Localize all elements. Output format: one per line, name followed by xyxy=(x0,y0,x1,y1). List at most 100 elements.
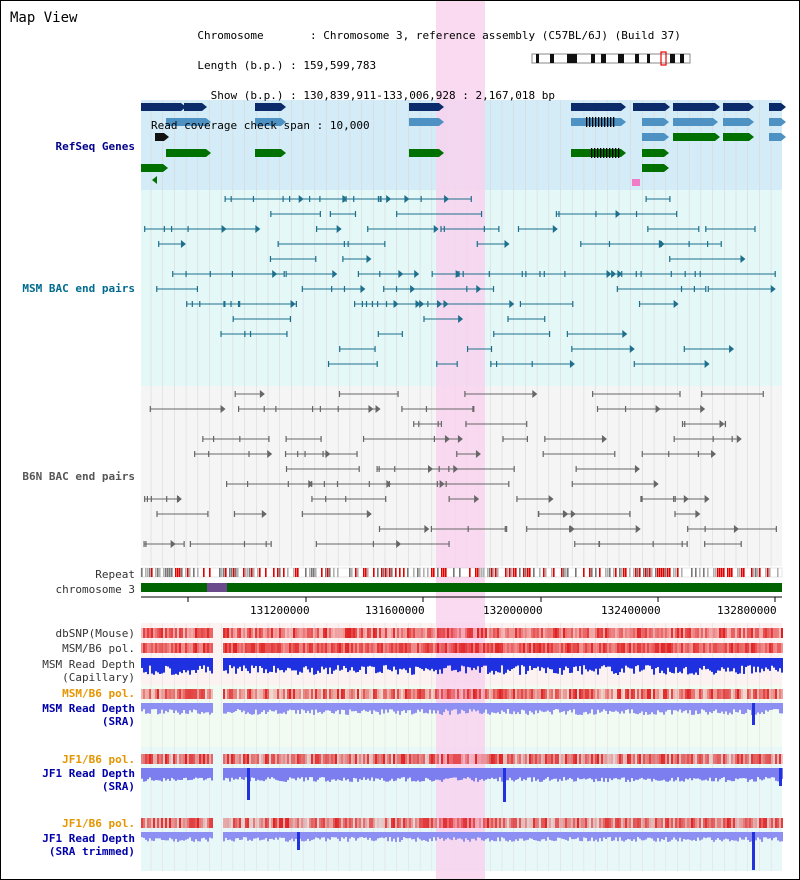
polymorphism-mark xyxy=(283,689,285,699)
polymorphism-mark xyxy=(167,818,169,828)
read-depth-bar xyxy=(173,768,175,780)
polymorphism-mark xyxy=(367,643,369,653)
polymorphism-mark xyxy=(365,818,367,828)
read-depth-bar xyxy=(751,658,753,674)
polymorphism-mark xyxy=(585,754,587,764)
polymorphism-mark xyxy=(667,818,669,828)
polymorphism-mark xyxy=(507,628,509,638)
polymorphism-mark xyxy=(531,689,533,699)
polymorphism-mark xyxy=(471,689,473,699)
polymorphism-mark xyxy=(743,628,745,638)
polymorphism-mark xyxy=(207,689,209,699)
read-depth-bar xyxy=(205,703,207,713)
track-label-msm-bac[interactable]: MSM BAC end pairs xyxy=(22,282,135,295)
read-depth-bar xyxy=(495,768,497,779)
repeat-mark xyxy=(403,568,405,577)
polymorphism-mark xyxy=(601,818,603,828)
read-depth-spike xyxy=(779,768,782,786)
polymorphism-mark xyxy=(351,754,353,764)
polymorphism-mark xyxy=(203,628,205,638)
read-depth-bar xyxy=(501,832,503,838)
polymorphism-mark xyxy=(403,818,405,828)
polymorphism-mark xyxy=(179,818,181,828)
polymorphism-mark xyxy=(385,689,387,699)
polymorphism-mark xyxy=(225,643,227,653)
read-depth-bar xyxy=(275,768,277,780)
polymorphism-mark xyxy=(685,818,687,828)
polymorphism-mark xyxy=(593,754,595,764)
track-label-refseq[interactable]: RefSeq Genes xyxy=(55,140,135,153)
polymorphism-mark xyxy=(503,689,505,699)
read-depth-bar xyxy=(713,658,715,675)
polymorphism-mark xyxy=(565,754,567,764)
polymorphism-mark xyxy=(639,754,641,764)
polymorphism-mark xyxy=(159,818,161,828)
polymorphism-mark xyxy=(331,689,333,699)
read-depth-bar xyxy=(523,658,525,667)
polymorphism-mark xyxy=(143,818,145,828)
polymorphism-mark xyxy=(147,643,149,653)
polymorphism-mark xyxy=(723,818,725,828)
read-depth-bar xyxy=(669,658,671,672)
read-depth-bar xyxy=(575,703,577,715)
read-depth-bar xyxy=(479,768,481,780)
polymorphism-mark xyxy=(309,818,311,828)
track-label-b6n-bac[interactable]: B6N BAC end pairs xyxy=(22,470,135,483)
read-depth-bar xyxy=(431,768,433,782)
read-depth-bar xyxy=(421,832,423,841)
read-depth-bar xyxy=(423,832,425,840)
read-depth-bar xyxy=(663,768,665,780)
repeat-mark xyxy=(509,568,511,577)
read-depth-bar xyxy=(721,768,723,779)
polymorphism-mark xyxy=(561,754,563,764)
read-depth-bar xyxy=(367,658,369,667)
read-depth-bar xyxy=(561,703,563,712)
read-depth-bar xyxy=(677,658,679,673)
read-depth-bar xyxy=(151,703,153,710)
read-depth-bar xyxy=(159,768,161,781)
polymorphism-mark xyxy=(525,643,527,653)
polymorphism-mark xyxy=(777,628,779,638)
gene-block xyxy=(723,118,749,126)
read-depth-bar xyxy=(767,658,769,670)
polymorphism-mark xyxy=(393,818,395,828)
polymorphism-mark xyxy=(207,818,209,828)
read-depth-bar xyxy=(145,658,147,672)
read-depth-bar xyxy=(155,832,157,839)
repeat-mark xyxy=(719,568,721,577)
polymorphism-mark xyxy=(545,689,547,699)
polymorphism-mark xyxy=(275,818,277,828)
polymorphism-mark xyxy=(495,643,497,653)
repeat-mark xyxy=(265,568,267,577)
read-depth-bar xyxy=(719,768,721,780)
read-depth-bar xyxy=(651,703,653,713)
polymorphism-mark xyxy=(765,818,767,828)
polymorphism-mark xyxy=(223,643,225,653)
read-depth-bar xyxy=(631,703,633,710)
polymorphism-mark xyxy=(761,643,763,653)
track-label-jf1-depth-sra: JF1 Read Depth xyxy=(42,767,135,780)
read-depth-bar xyxy=(655,832,657,842)
polymorphism-mark xyxy=(599,689,601,699)
polymorphism-mark xyxy=(157,818,159,828)
polymorphism-mark xyxy=(523,628,525,638)
polymorphism-mark xyxy=(163,689,165,699)
polymorphism-mark xyxy=(705,754,707,764)
repeat-mark xyxy=(315,568,317,577)
track-label-msm-depth-cap-sub: (Capillary) xyxy=(62,671,135,684)
gene-arrow xyxy=(664,118,669,126)
polymorphism-mark xyxy=(293,628,295,638)
read-depth-bar xyxy=(577,658,579,671)
polymorphism-mark xyxy=(197,754,199,764)
polymorphism-mark xyxy=(363,754,365,764)
msm-bac-end xyxy=(509,300,515,308)
polymorphism-mark xyxy=(353,754,355,764)
read-depth-bar xyxy=(563,832,565,840)
polymorphism-mark xyxy=(265,754,267,764)
polymorphism-mark xyxy=(383,628,385,638)
polymorphism-mark xyxy=(257,628,259,638)
read-depth-bar xyxy=(363,768,365,778)
polymorphism-mark xyxy=(205,818,207,828)
polymorphism-mark xyxy=(777,643,779,653)
